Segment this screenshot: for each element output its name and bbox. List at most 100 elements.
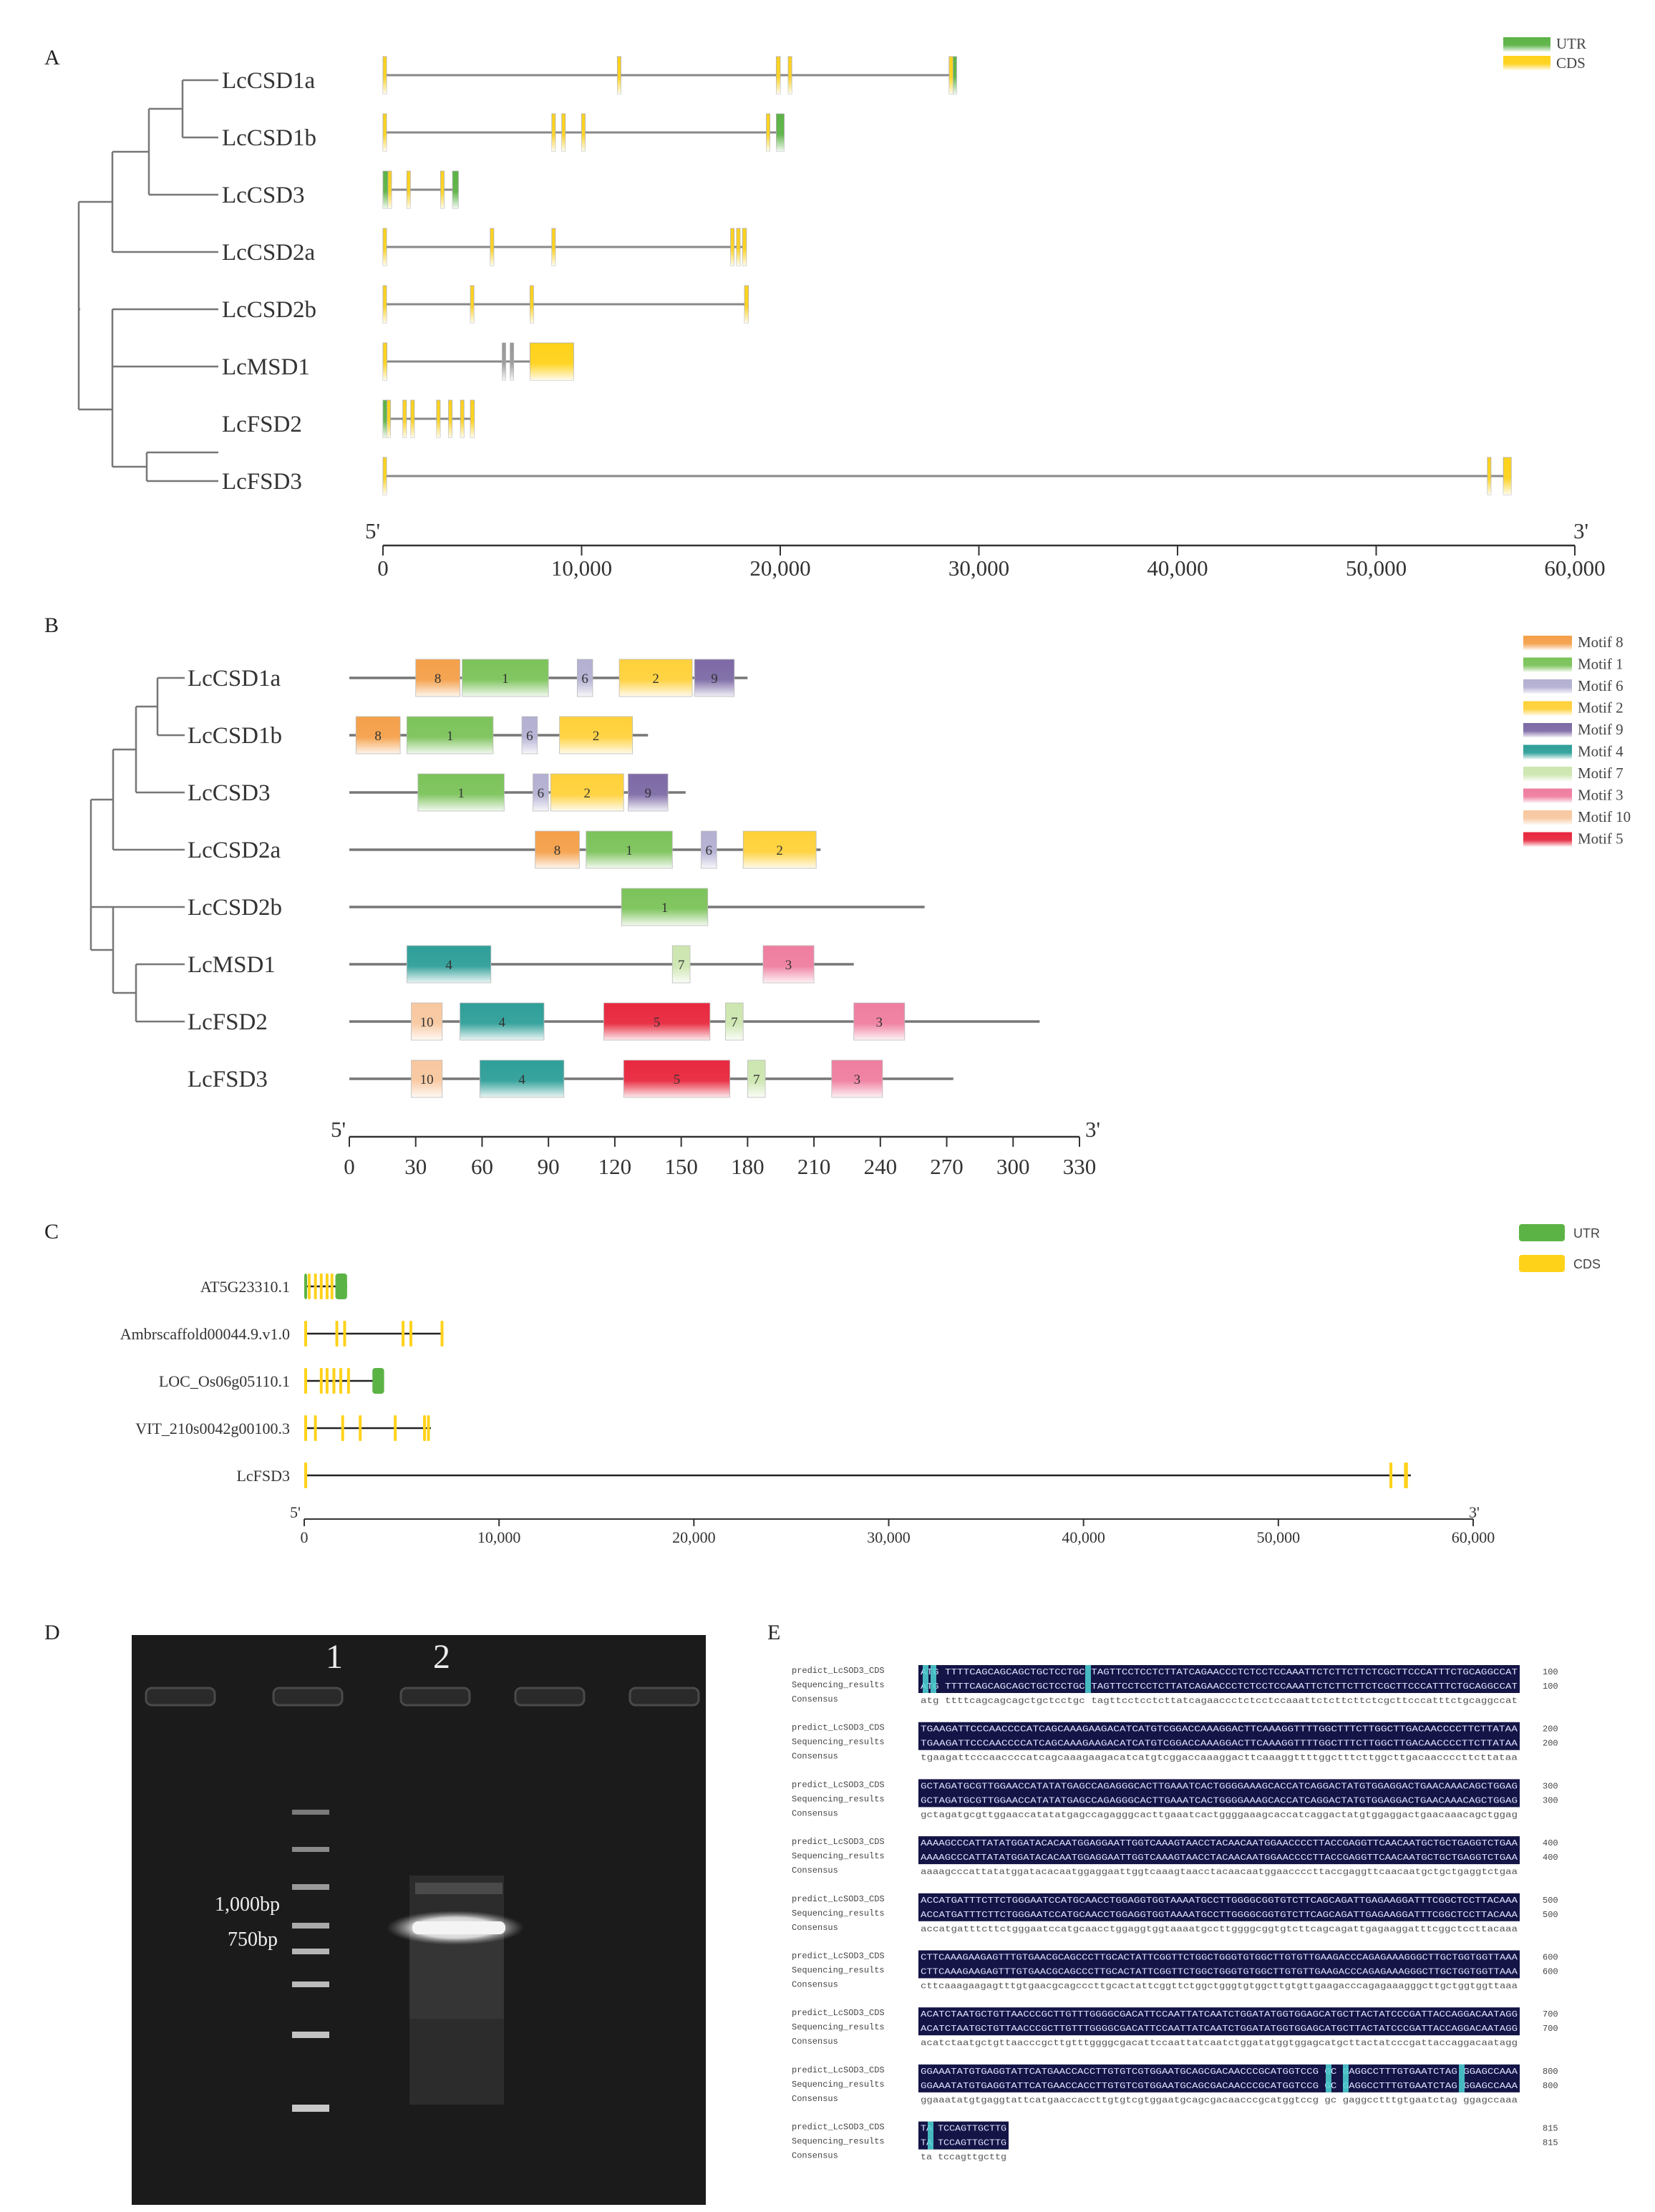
tick-label: 30,000 [948, 556, 1009, 581]
gene-label-b: LcCSD3 [188, 780, 271, 806]
gene-label-c: LOC_Os06g05110.1 [159, 1372, 290, 1390]
cds-block [304, 1415, 307, 1441]
block-shade [530, 343, 574, 380]
legend-label: CDS [1573, 1257, 1601, 1271]
row-name: predict_LcSOD3_CDS [792, 1951, 885, 1961]
tick-label: 50,000 [1257, 1528, 1301, 1546]
panel-c-label: C [44, 1220, 59, 1243]
block-shade [1487, 457, 1491, 495]
motif-number: 4 [499, 1015, 506, 1030]
dna-ladder [292, 1810, 329, 2112]
position-number: 500 [1543, 1896, 1558, 1906]
gene-label-b: LcCSD1b [188, 723, 282, 749]
panel-a-axis: 5' 3' 0 10,000 20,000 30,000 40,000 50,000 60,… [365, 518, 1606, 581]
block-shade [407, 171, 411, 208]
sample-lane [387, 1876, 524, 2105]
block-shade [490, 228, 494, 266]
motif-shade [701, 830, 717, 869]
block-shade [436, 400, 440, 437]
axis-3prime: 3' [1085, 1117, 1100, 1142]
position-number: 815 [1543, 2138, 1558, 2148]
tick-label: 270 [930, 1154, 964, 1179]
tick-label: 330 [1063, 1154, 1097, 1179]
position-number: 700 [1543, 2009, 1558, 2019]
row-name: Sequencing_results [792, 2137, 885, 2147]
motif-number: 2 [652, 671, 659, 687]
sequence-row: GGAAATATGTGAGGTATTCATGAACCACCTTGTGTCGTGG… [921, 2082, 1518, 2091]
block-shade [788, 57, 792, 94]
position-number: 800 [1543, 2081, 1558, 2091]
row-name: Consensus [792, 1694, 838, 1704]
row-name: Sequencing_results [792, 2022, 885, 2032]
motif-shade [628, 773, 669, 812]
axis-3prime: 3' [1469, 1503, 1480, 1521]
cds-block [402, 1321, 405, 1347]
alignment-block: predict_LcSOD3_CDS Sequencing_results Cons… [792, 1722, 1558, 1763]
legend-shade [1523, 723, 1572, 737]
block-shade [551, 114, 555, 151]
legend-label: Motif 10 [1578, 808, 1631, 825]
panel-b-axis: 5' 3' 0 30 60 90 120 150 180 210 240 270 300 330 [331, 1117, 1100, 1179]
block-shade [581, 114, 586, 151]
motif-number: 9 [645, 786, 652, 801]
mismatch-marker [1326, 2064, 1331, 2092]
mismatch-marker [923, 1665, 928, 1693]
position-number: 500 [1543, 1910, 1558, 1920]
gene-label-a: LcFSD2 [222, 412, 302, 437]
alignment-block: predict_LcSOD3_CDS Sequencing_results Cons… [792, 2007, 1558, 2048]
position-number: 200 [1543, 1725, 1558, 1735]
motif-shade [694, 659, 735, 697]
row-name: Sequencing_results [792, 1680, 885, 1690]
block-shade [510, 343, 514, 380]
legend-label: Motif 1 [1578, 656, 1624, 673]
cds-block [304, 1462, 308, 1488]
motif-shade [559, 716, 634, 755]
panel-b: B LcCSD1a LcCSD1b LcCSD3 LcCSD2a LcCSD2b… [44, 613, 1631, 1179]
block-shade [736, 228, 740, 266]
block-shade [948, 57, 953, 94]
gene-label-b: LcCSD2b [188, 895, 282, 921]
motif-shade [411, 1059, 443, 1098]
position-number: 200 [1543, 1739, 1558, 1749]
sequence-row: ACCATGATTTCTTCTGGGAATCCATGCAACCTGGAGGTGG… [921, 1896, 1518, 1906]
tick-label: 30,000 [867, 1528, 911, 1546]
block-shade [383, 171, 388, 208]
motif-shade [533, 773, 549, 812]
motif-number: 1 [502, 671, 509, 687]
motif-shade [725, 1002, 744, 1041]
position-number: 800 [1543, 2067, 1558, 2077]
cds-block [339, 1368, 342, 1394]
identity-highlight [918, 2064, 1520, 2092]
row-name: Sequencing_results [792, 1966, 885, 1976]
motif-number: 10 [420, 1015, 434, 1030]
row-name: Consensus [792, 1752, 838, 1762]
gene-label-a: LcCSD3 [222, 183, 305, 208]
tick-label: 0 [301, 1528, 309, 1546]
tick-label: 300 [996, 1154, 1030, 1179]
motif-shade [406, 945, 492, 984]
legend-shade [1523, 767, 1572, 781]
panel-c-gene-models [304, 1274, 1411, 1488]
block-shade [744, 286, 749, 323]
motif-shade [462, 659, 549, 697]
mismatch-marker [1343, 2064, 1349, 2092]
block-shade [383, 228, 387, 266]
cds-block [423, 1415, 427, 1441]
row-name: Consensus [792, 2094, 838, 2104]
legend-label: Motif 7 [1578, 765, 1624, 782]
legend-label: Motif 5 [1578, 830, 1624, 848]
tick-label: 20,000 [672, 1528, 716, 1546]
row-name: predict_LcSOD3_CDS [792, 1837, 885, 1847]
legend-label: Motif 9 [1578, 721, 1624, 738]
gene-label-b: LcFSD2 [188, 1009, 268, 1035]
legend-shade [1523, 744, 1572, 760]
marker-label: 750bp [228, 1929, 278, 1951]
legend-label: Motif 6 [1578, 677, 1624, 694]
block-shade [953, 57, 957, 94]
cds-block [409, 1321, 412, 1347]
row-name: predict_LcSOD3_CDS [792, 1723, 885, 1733]
motif-shade [460, 1002, 545, 1041]
block-shade [383, 57, 387, 94]
legend-label: Motif 2 [1578, 699, 1624, 717]
